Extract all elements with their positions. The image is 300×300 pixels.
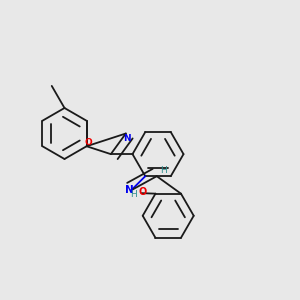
Text: H: H <box>130 190 136 199</box>
Text: H: H <box>160 166 167 175</box>
Text: N: N <box>125 184 134 195</box>
Text: O: O <box>84 138 92 147</box>
Text: N: N <box>123 134 130 143</box>
Text: O: O <box>138 187 146 197</box>
